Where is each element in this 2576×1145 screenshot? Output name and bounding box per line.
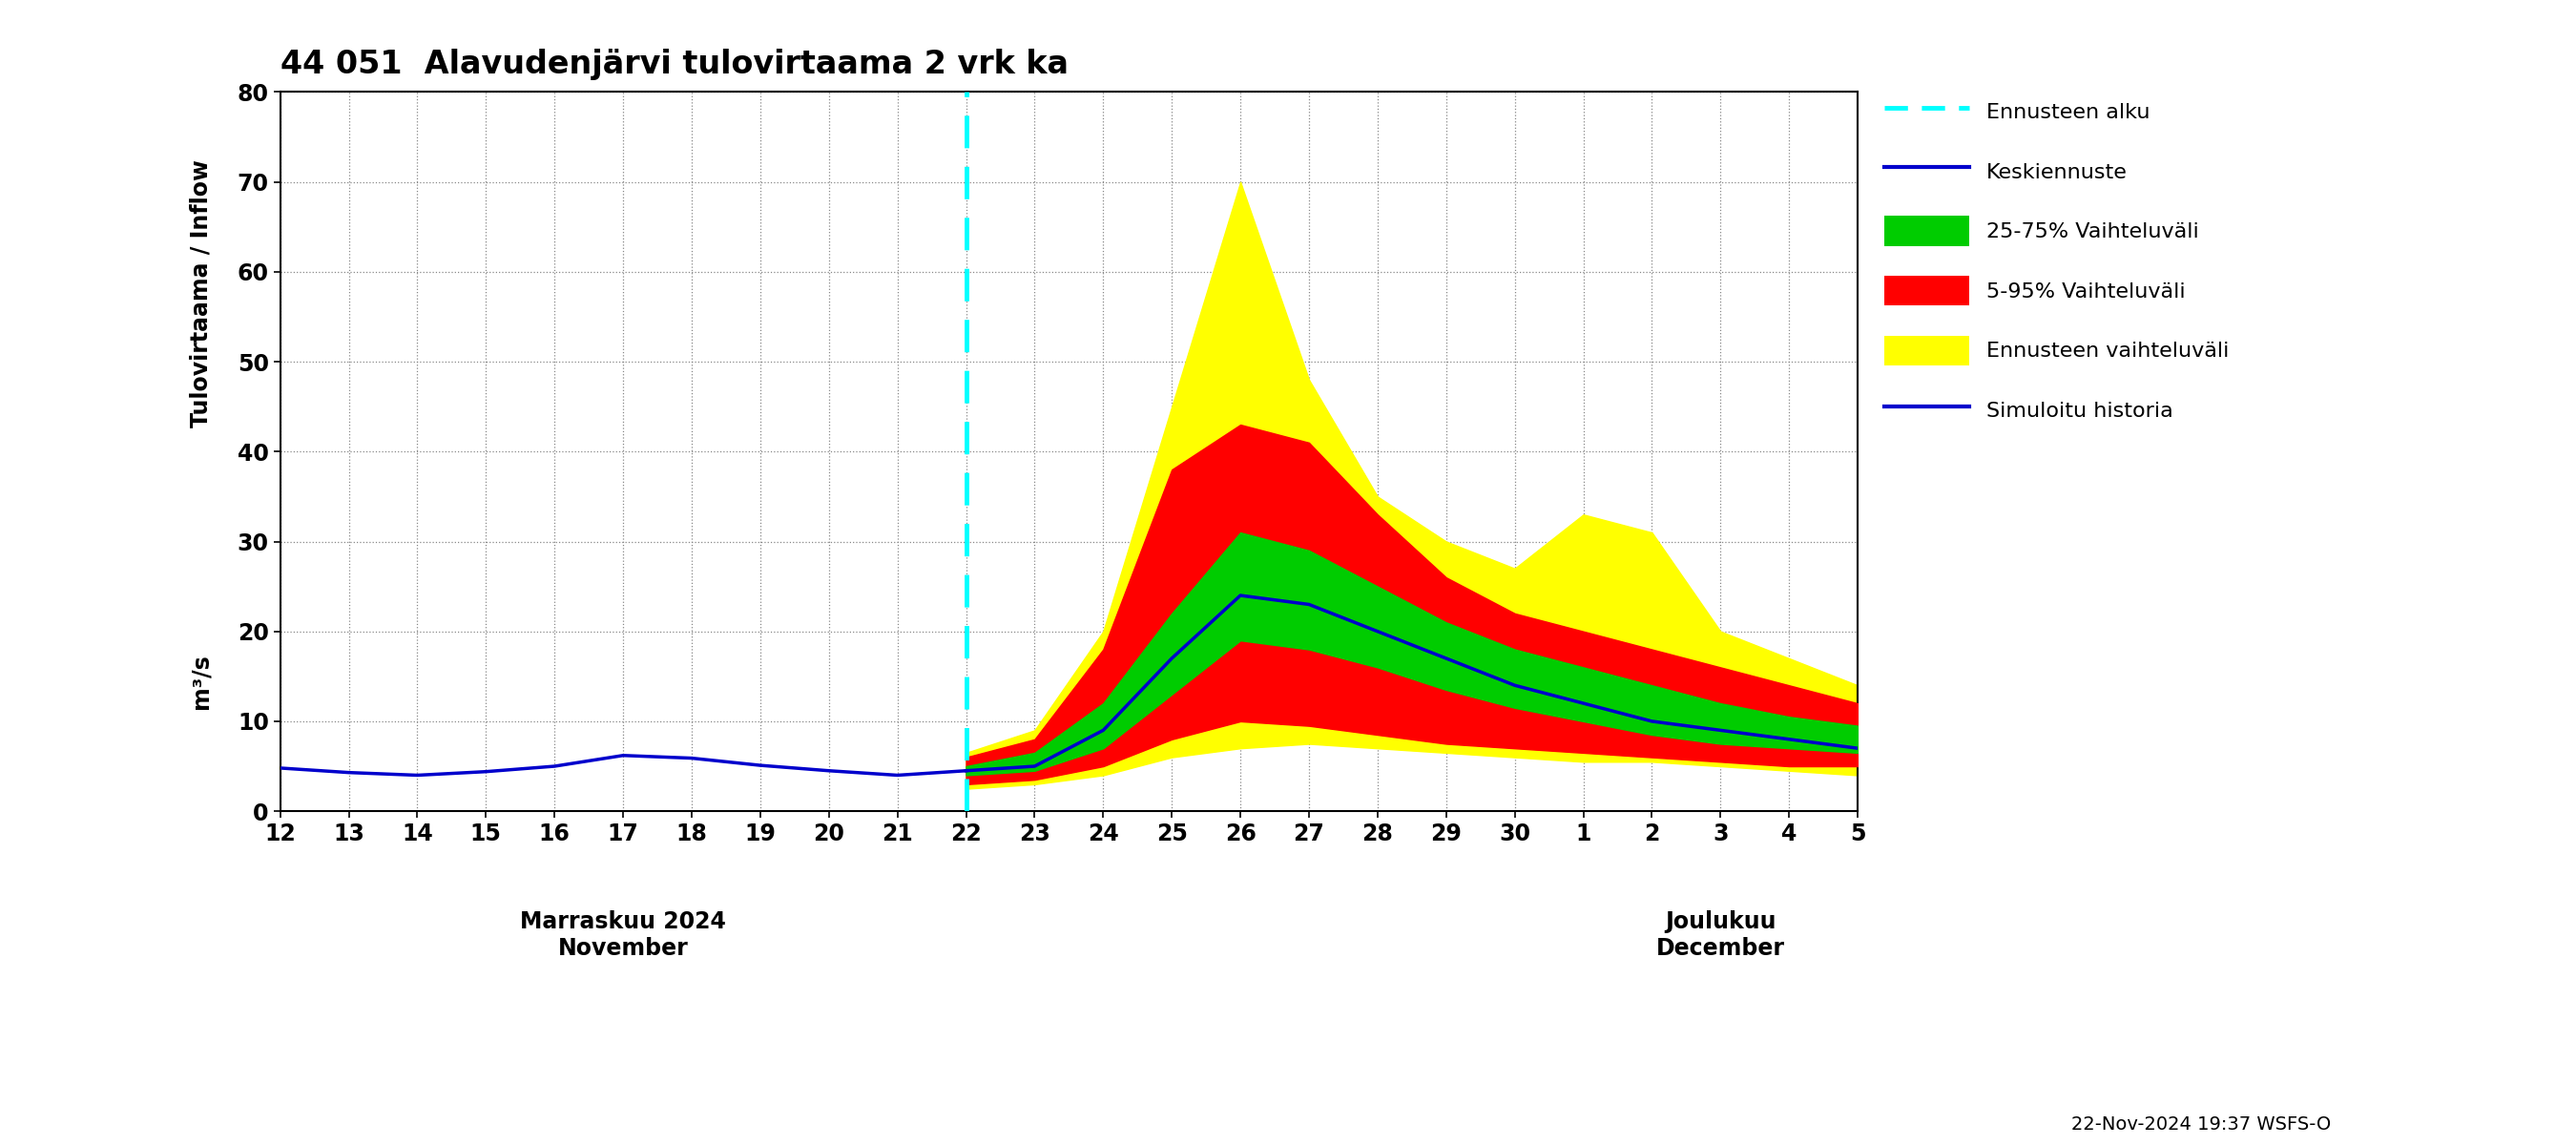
Text: 44 051  Alavudenjärvi tulovirtaama 2 vrk ka: 44 051 Alavudenjärvi tulovirtaama 2 vrk … bbox=[281, 48, 1069, 80]
Text: Tulovirtaama / Inflow: Tulovirtaama / Inflow bbox=[191, 159, 214, 427]
Text: 22-Nov-2024 19:37 WSFS-O: 22-Nov-2024 19:37 WSFS-O bbox=[2071, 1115, 2331, 1134]
Legend: Ennusteen alku, Keskiennuste, 25-75% Vaihteluväli, 5-95% Vaihteluväli, Ennusteen: Ennusteen alku, Keskiennuste, 25-75% Vai… bbox=[1875, 88, 2239, 434]
Text: m³/s: m³/s bbox=[191, 654, 214, 709]
Text: Joulukuu
December: Joulukuu December bbox=[1656, 910, 1785, 960]
Text: Marraskuu 2024
November: Marraskuu 2024 November bbox=[520, 910, 726, 960]
